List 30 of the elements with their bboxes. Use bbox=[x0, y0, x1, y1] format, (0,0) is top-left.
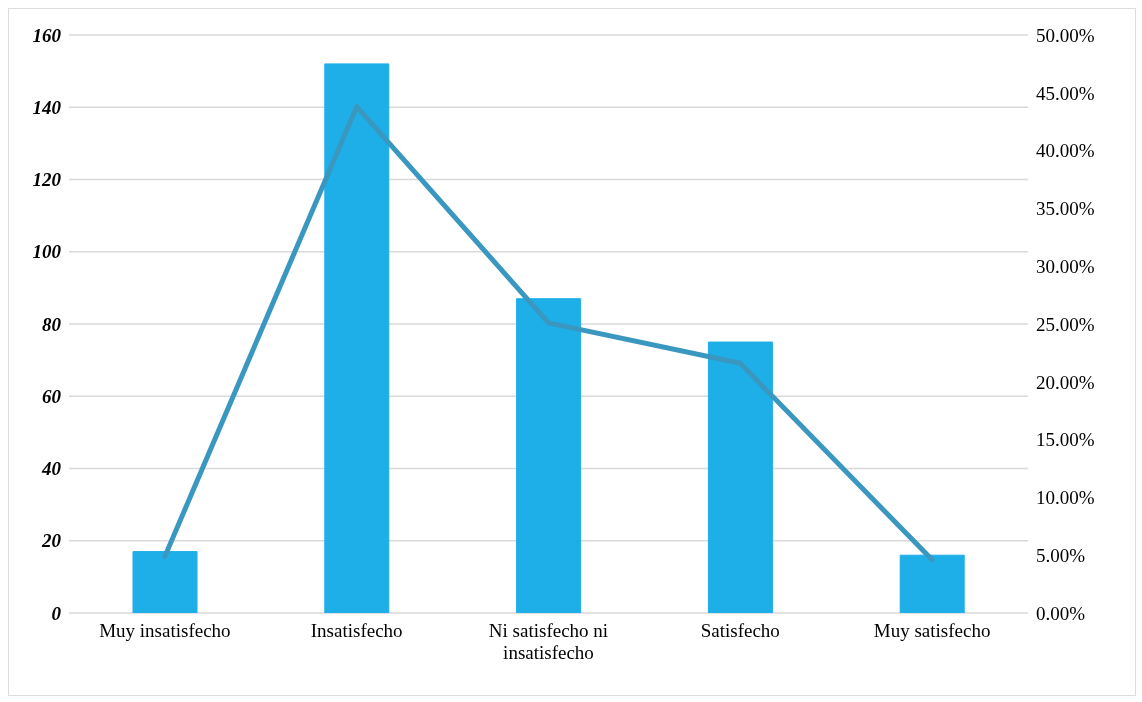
y-tick-label: 40 bbox=[41, 458, 62, 480]
x-tick-label: Muy insatisfecho bbox=[99, 620, 231, 641]
y-tick-label: 60 bbox=[42, 385, 62, 407]
y2-tick-label: 10.00% bbox=[1036, 487, 1095, 509]
bar bbox=[899, 554, 965, 613]
x-tick-label: Satisfecho bbox=[700, 620, 780, 641]
bar bbox=[324, 63, 390, 613]
x-tick-label: Muy satisfecho bbox=[873, 620, 991, 641]
y2-tick-label: 20.00% bbox=[1036, 371, 1095, 393]
bar bbox=[516, 298, 582, 613]
y2-tick-label: 35.00% bbox=[1036, 198, 1095, 220]
y2-tick-label: 50.00% bbox=[1036, 24, 1095, 46]
y2-tick-label: 0.00% bbox=[1036, 602, 1086, 624]
y-tick-label: 20 bbox=[41, 530, 62, 552]
y2-tick-label: 30.00% bbox=[1036, 255, 1095, 277]
y2-tick-label: 15.00% bbox=[1036, 429, 1095, 451]
y-tick-label: 160 bbox=[32, 24, 62, 46]
bar bbox=[132, 551, 198, 613]
y-tick-label: 100 bbox=[32, 241, 62, 263]
y-tick-label: 120 bbox=[32, 169, 62, 191]
y2-tick-label: 40.00% bbox=[1036, 140, 1095, 162]
x-tick-label: Ni satisfecho ni insatisfecho bbox=[488, 620, 609, 663]
y2-tick-label: 25.00% bbox=[1036, 313, 1095, 335]
y2-tick-label: 45.00% bbox=[1036, 82, 1095, 104]
y-tick-label: 0 bbox=[51, 602, 62, 624]
y-tick-label: 80 bbox=[42, 313, 62, 335]
y-tick-label: 140 bbox=[32, 97, 62, 118]
x-tick-label: Insatisfecho bbox=[310, 620, 403, 641]
y2-tick-label: 5.00% bbox=[1036, 544, 1086, 566]
bar bbox=[707, 341, 773, 613]
